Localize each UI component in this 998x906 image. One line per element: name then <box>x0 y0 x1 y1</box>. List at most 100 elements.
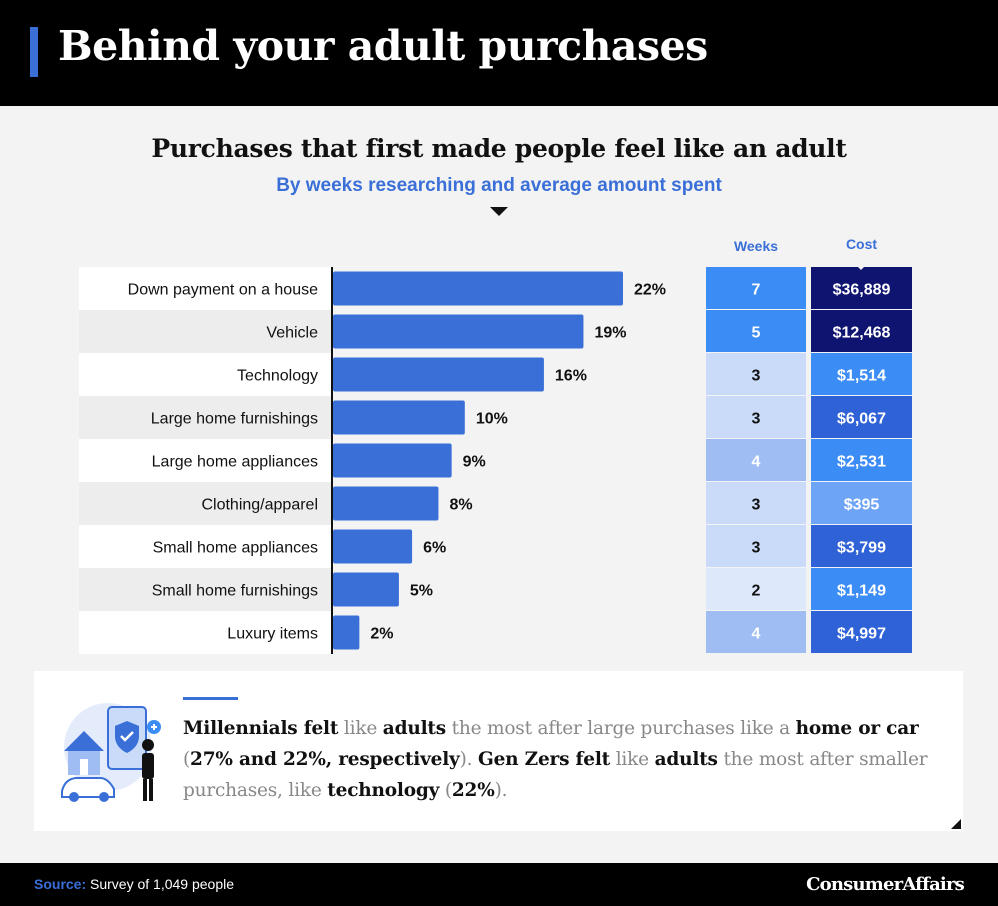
category-label: Small home appliances <box>153 540 318 557</box>
bar <box>333 271 623 306</box>
page-title: Behind your adult purchases <box>58 22 708 70</box>
category-label: Clothing/apparel <box>201 497 318 514</box>
cost-cell <box>811 396 912 438</box>
header-accent-bar <box>30 27 38 77</box>
insight-callout: Millennials felt like adults the most af… <box>34 671 963 831</box>
cost-cell <box>811 482 912 524</box>
value-label: 8% <box>449 497 472 514</box>
down-caret-icon <box>490 207 508 216</box>
bar <box>333 486 439 521</box>
cost-value: $3,799 <box>837 540 886 557</box>
weeks-column-header: Weeks <box>733 238 779 254</box>
weeks-cell <box>706 353 806 395</box>
row-band <box>79 353 333 396</box>
value-label: 5% <box>410 583 433 600</box>
footer-bar: Source: Survey of 1,049 people ConsumerA… <box>0 863 998 906</box>
bar <box>333 357 544 392</box>
value-label: 16% <box>555 368 587 385</box>
callout-segment: 22% <box>451 780 495 801</box>
weeks-cell <box>706 611 806 653</box>
cost-caret-icon <box>855 264 867 270</box>
weeks-value: 5 <box>752 325 761 342</box>
row-band <box>79 568 333 611</box>
row-band <box>79 310 333 353</box>
cost-cell <box>811 439 912 481</box>
value-label: 2% <box>370 626 393 643</box>
callout-segment: Gen Zers felt <box>477 749 611 770</box>
row-band <box>79 439 333 482</box>
corner-triangle-icon <box>951 819 961 829</box>
cost-cell <box>811 267 912 309</box>
row-band <box>79 482 333 525</box>
callout-segment: 27% and 22%, respectively <box>190 749 460 770</box>
chart-subtitle: By weeks researching and average amount … <box>276 175 722 196</box>
category-label: Large home appliances <box>152 454 318 471</box>
cost-cell <box>811 525 912 567</box>
callout-segment: ). <box>494 780 508 801</box>
cost-cell <box>811 568 912 610</box>
value-label: 19% <box>594 325 626 342</box>
category-label: Small home furnishings <box>152 583 318 600</box>
cost-value: $1,149 <box>837 583 886 600</box>
weeks-value: 3 <box>752 368 761 385</box>
weeks-value: 3 <box>752 540 761 557</box>
callout-segment: home or car <box>795 718 919 739</box>
cost-column-header: Cost <box>845 236 878 252</box>
callout-segment: like <box>610 749 655 770</box>
category-label: Large home furnishings <box>151 411 318 428</box>
row-band <box>79 396 333 439</box>
weeks-value: 3 <box>752 497 761 514</box>
value-label: 6% <box>423 540 446 557</box>
category-label: Down payment on a house <box>128 282 318 299</box>
house-car-person-icon <box>61 703 161 802</box>
row-band <box>79 267 333 310</box>
weeks-cell <box>706 310 806 352</box>
callout-segment: technology <box>327 780 440 801</box>
cost-cell <box>811 611 912 653</box>
weeks-value: 4 <box>752 454 761 471</box>
bar <box>333 615 360 650</box>
weeks-cell <box>706 568 806 610</box>
callout-segment: like <box>338 718 383 739</box>
cost-value: $12,468 <box>833 325 891 342</box>
bar <box>333 443 452 478</box>
callout-segment: adults <box>382 718 446 739</box>
value-label: 10% <box>476 411 508 428</box>
cost-value: $395 <box>844 497 880 514</box>
chart-title: Purchases that first made people feel li… <box>151 134 847 163</box>
cost-value: $6,067 <box>837 411 886 428</box>
weeks-value: 4 <box>752 626 761 643</box>
source-note: Source: Survey of 1,049 people <box>34 876 234 892</box>
bar <box>333 529 413 564</box>
weeks-cell <box>706 396 806 438</box>
bar <box>333 400 465 435</box>
category-label: Technology <box>237 368 318 385</box>
callout-segment: ( <box>439 780 452 801</box>
row-band <box>79 525 333 568</box>
callout-segment: the most after smaller purchases, like <box>183 749 928 801</box>
value-label: 22% <box>634 282 666 299</box>
row-band <box>79 611 333 654</box>
cost-cell <box>811 353 912 395</box>
callout-segment: ( <box>183 749 191 770</box>
callout-text: Millennials felt like adults the most af… <box>183 713 953 806</box>
source-label: Source: <box>34 876 87 892</box>
weeks-value: 3 <box>752 411 761 428</box>
cost-value: $36,889 <box>833 282 891 299</box>
weeks-cell <box>706 525 806 567</box>
cost-value: $4,997 <box>837 626 886 643</box>
bar <box>333 314 584 349</box>
value-label: 9% <box>463 454 486 471</box>
weeks-cell <box>706 267 806 309</box>
category-label: Vehicle <box>266 325 318 342</box>
callout-segment: Millennials felt <box>183 718 339 739</box>
weeks-cell <box>706 482 806 524</box>
header-bar: Behind your adult purchases <box>0 0 998 106</box>
callout-accent-rule <box>183 697 238 700</box>
callout-segment: adults <box>654 749 718 770</box>
weeks-cell <box>706 439 806 481</box>
weeks-value: 7 <box>752 282 761 299</box>
source-text: Survey of 1,049 people <box>90 876 235 892</box>
cost-value: $2,531 <box>837 454 886 471</box>
